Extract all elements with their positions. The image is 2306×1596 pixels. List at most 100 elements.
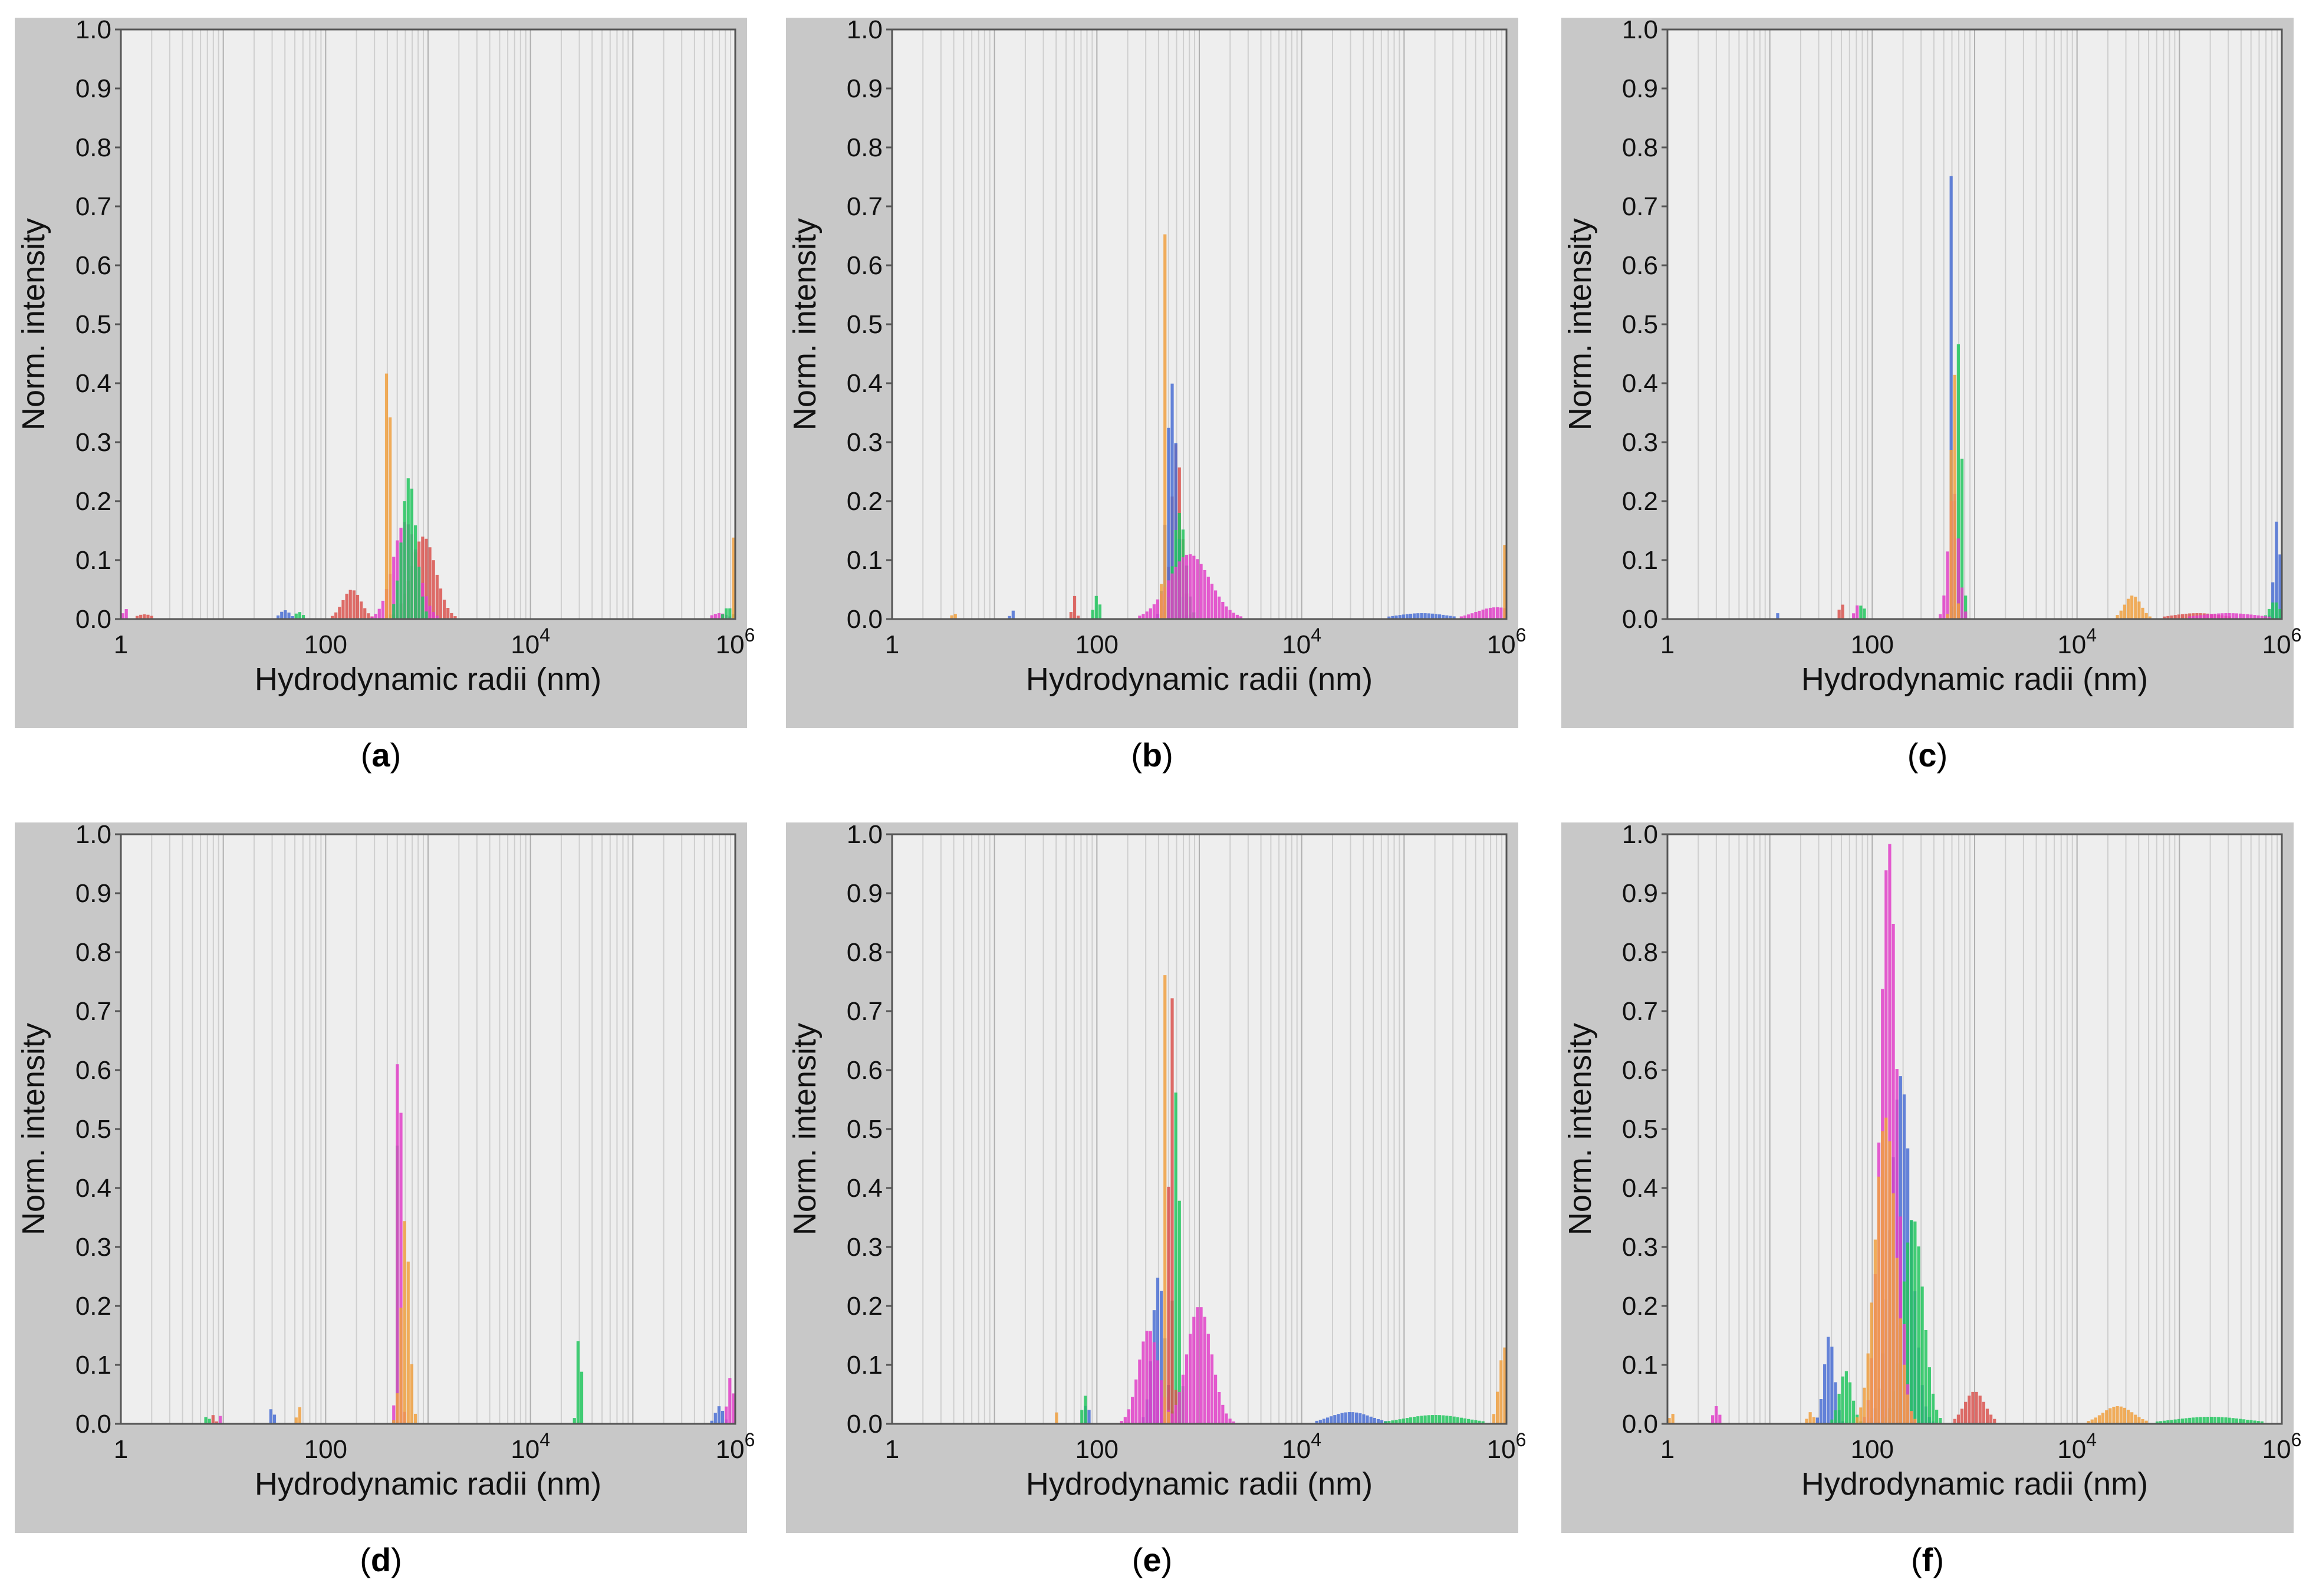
bar xyxy=(2177,1419,2180,1424)
bar xyxy=(2249,614,2253,619)
bar xyxy=(421,537,425,619)
bar xyxy=(121,613,124,619)
bar xyxy=(2116,615,2119,619)
bar xyxy=(1478,1420,1481,1424)
x-tick-label: 104 xyxy=(1282,1429,1321,1464)
bar xyxy=(1718,1414,1722,1424)
bar xyxy=(1203,1317,1206,1424)
bar xyxy=(1199,564,1203,619)
bar xyxy=(2271,582,2275,619)
y-tick-label: 0.5 xyxy=(847,1115,883,1144)
bar xyxy=(2137,1417,2141,1424)
bar xyxy=(406,478,410,619)
bar xyxy=(204,1417,208,1424)
bar xyxy=(2249,1420,2253,1424)
bar xyxy=(301,615,305,619)
bar xyxy=(1192,555,1196,619)
bar xyxy=(2166,1420,2170,1424)
y-tick-label: 0.7 xyxy=(847,192,883,221)
bar xyxy=(1156,1278,1160,1424)
bar xyxy=(2221,613,2224,619)
bar xyxy=(2224,613,2228,619)
bar xyxy=(1906,1394,1910,1424)
bar xyxy=(1823,1364,1827,1424)
bar xyxy=(2137,601,2141,619)
x-tick-label: 1 xyxy=(1660,1435,1675,1464)
panel-f: 0.0 0.1 0.2 0.3 0.4 0.5 0.6 0.7 0.8 0.9 1.0 1 100 104… xyxy=(1561,820,2301,1578)
bar xyxy=(269,1409,272,1424)
bar xyxy=(2141,1419,2144,1424)
bar xyxy=(1445,1416,1449,1424)
bar xyxy=(2256,615,2260,619)
bar xyxy=(1416,1416,1420,1424)
bar xyxy=(1213,1374,1218,1424)
bar xyxy=(713,1413,717,1424)
bar xyxy=(2126,1410,2130,1424)
bar xyxy=(1852,1400,1856,1424)
bar xyxy=(2188,616,2192,619)
bar xyxy=(728,608,732,619)
bar xyxy=(2231,1418,2235,1424)
bar xyxy=(2267,616,2271,619)
y-tick-label: 0.8 xyxy=(847,133,883,162)
bar xyxy=(1856,605,1859,619)
bar xyxy=(396,580,399,619)
y-tick-label: 0.9 xyxy=(847,879,883,908)
bar xyxy=(2253,615,2256,619)
x-tick-label: 104 xyxy=(1282,624,1321,659)
bar xyxy=(2119,610,2123,619)
bar xyxy=(1420,613,1423,619)
bar xyxy=(1445,615,1449,619)
bar xyxy=(580,1371,584,1424)
bar xyxy=(425,611,428,619)
bar xyxy=(1899,1318,1902,1424)
bar xyxy=(1402,614,1405,619)
bar xyxy=(1218,1391,1221,1424)
bar xyxy=(1863,1387,1866,1424)
bar xyxy=(2134,1414,2137,1424)
bar xyxy=(1423,1415,1427,1424)
bar xyxy=(1906,1242,1910,1424)
bar xyxy=(1946,614,1949,619)
y-tick-label: 0.6 xyxy=(847,1056,883,1085)
y-tick-label: 0.9 xyxy=(1622,74,1658,103)
x-axis-label: Hydrodynamic radii (nm) xyxy=(255,662,601,697)
y-tick-label: 0.8 xyxy=(75,133,111,162)
bar xyxy=(2119,1406,2123,1424)
bar xyxy=(713,614,717,619)
bar xyxy=(1427,1415,1430,1424)
bar xyxy=(1873,1239,1877,1424)
bar xyxy=(2206,1417,2209,1424)
bar xyxy=(1405,1418,1409,1424)
bar xyxy=(396,1064,399,1424)
bar xyxy=(1322,1419,1326,1424)
x-tick-label: 106 xyxy=(2262,624,2302,659)
y-tick-label: 0.6 xyxy=(1622,251,1658,280)
bar xyxy=(1837,610,1841,619)
bar xyxy=(1449,1416,1452,1424)
bar xyxy=(1805,1419,1808,1424)
bar xyxy=(1145,611,1149,619)
bar xyxy=(1438,614,1442,619)
bar xyxy=(1964,611,1968,619)
y-axis-label: Norm. intensity xyxy=(1562,1023,1598,1235)
panel-label: (e) xyxy=(1132,1541,1172,1578)
bar xyxy=(1409,1417,1413,1424)
bar xyxy=(1463,615,1467,619)
bar xyxy=(2246,614,2249,619)
x-tick-label: 1 xyxy=(114,630,128,659)
bar xyxy=(1452,616,1456,619)
bar xyxy=(1149,1331,1152,1424)
bar xyxy=(2199,615,2202,619)
bar xyxy=(1138,616,1142,619)
bar xyxy=(1485,608,1488,619)
y-tick-label: 1.0 xyxy=(847,15,883,44)
y-axis-label: Norm. intensity xyxy=(1562,218,1598,430)
bar xyxy=(2173,1419,2177,1424)
bar xyxy=(298,612,302,619)
y-tick-label: 0.3 xyxy=(75,1233,111,1262)
bar xyxy=(356,594,360,619)
bar xyxy=(2217,1417,2221,1424)
y-tick-label: 0.6 xyxy=(75,1056,111,1085)
bar xyxy=(1131,1397,1134,1424)
